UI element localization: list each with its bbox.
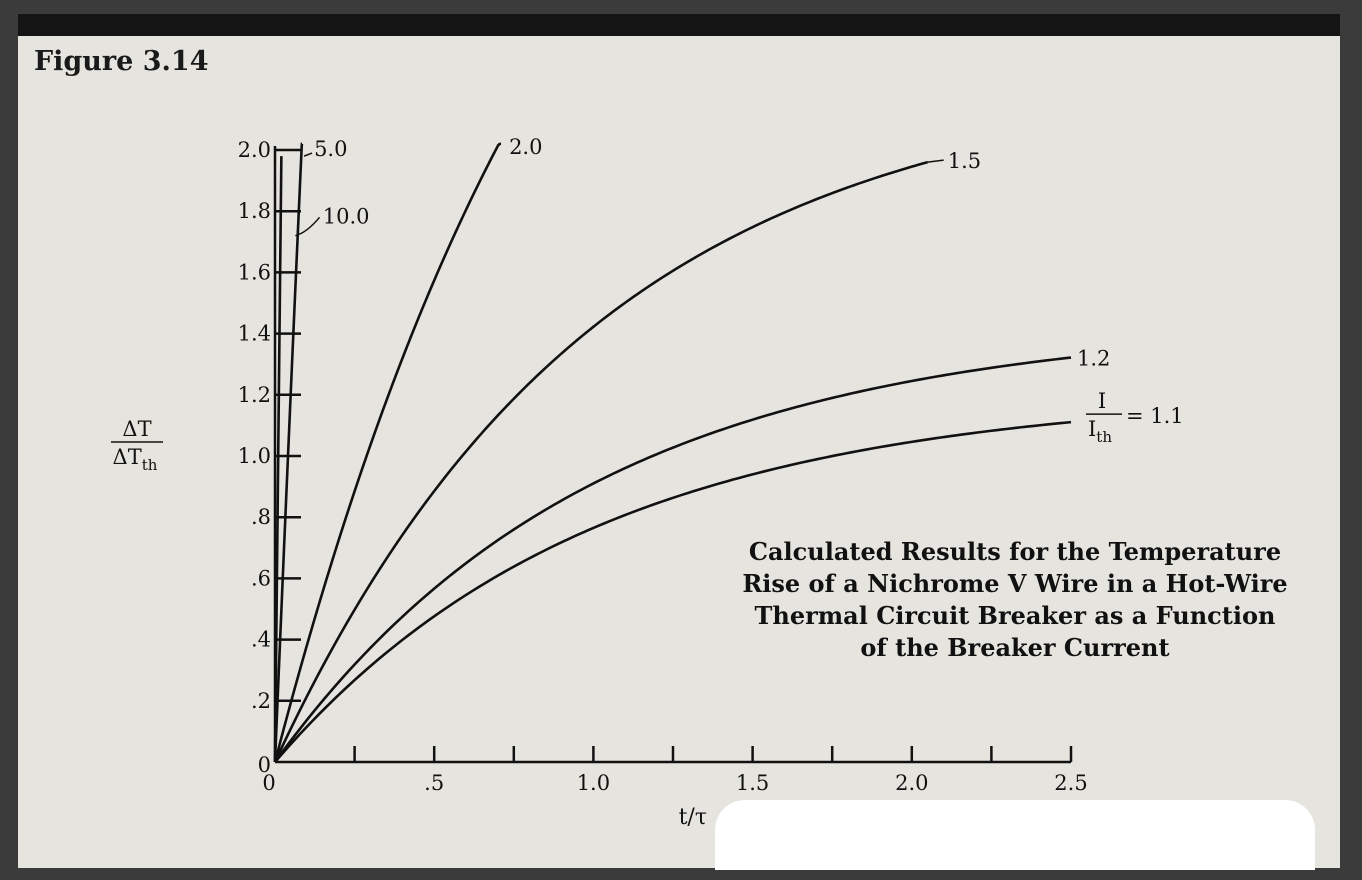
- leader-10-0: [295, 216, 321, 237]
- caption-line-4: of the Breaker Current: [860, 633, 1170, 662]
- x-tick-label-0: 0: [262, 771, 275, 795]
- caption-line-1: Calculated Results for the Temperature: [748, 537, 1282, 566]
- series-label-1-2: 1.2: [1077, 347, 1110, 371]
- series-line-10-0: [273, 156, 283, 763]
- series-line-5-0: [273, 142, 304, 763]
- series-line-2-0: [273, 142, 502, 763]
- y-tick-label-2: .4: [251, 628, 271, 652]
- x-tick-label-5: 2.5: [1054, 771, 1087, 795]
- series-layer: [273, 142, 1072, 763]
- series-label-5-0: 5.0: [314, 137, 347, 161]
- caption-line-2: Rise of a Nichrome V Wire in a Hot-Wire: [742, 569, 1288, 598]
- caption-line-3: Thermal Circuit Breaker as a Function: [754, 601, 1276, 630]
- legend-ratio-denominator: Ith: [1088, 417, 1112, 446]
- y-axis-label-denominator: ΔTth: [113, 445, 158, 474]
- y-tick-label-5: 1.0: [238, 444, 271, 468]
- x-tick-label-1: .5: [424, 771, 444, 795]
- y-tick-label-10: 2.0: [238, 138, 271, 162]
- x-tick-label-3: 1.5: [736, 771, 769, 795]
- y-tick-label-7: 1.4: [238, 322, 271, 346]
- leader-5-0: [303, 152, 313, 157]
- figure-label: Figure 3.14: [34, 46, 209, 77]
- y-tick-label-9: 1.8: [238, 199, 271, 223]
- series-label-1-5: 1.5: [948, 149, 981, 173]
- y-tick-label-4: .8: [251, 505, 271, 529]
- figure-panel: [18, 36, 1340, 868]
- series-label-10-0: 10.0: [323, 204, 370, 228]
- series-line-1-1: [274, 420, 1072, 763]
- whiteout-blot: [715, 800, 1315, 870]
- series-label-2-0: 2.0: [509, 135, 542, 159]
- axes-layer: [273, 146, 1073, 764]
- series-line-1-2: [273, 356, 1072, 763]
- y-tick-label-8: 1.6: [238, 260, 271, 284]
- x-axis-label: t/τ: [679, 805, 707, 830]
- series-line-1-5: [273, 160, 929, 763]
- leader-1-5: [927, 159, 944, 163]
- y-tick-label-6: 1.2: [238, 383, 271, 407]
- label-layer: 0 .5 1.0 1.5 2.0 2.5 0 .2 .4 .6 .8 1.0 1.2 1.4 1.6 1.8 2…: [111, 135, 1184, 830]
- y-axis-label-numerator: ΔT: [122, 417, 151, 441]
- top-border-bar: [18, 14, 1340, 36]
- y-tick-label-3: .6: [251, 566, 271, 590]
- series-label-1-1: = 1.1: [1126, 404, 1184, 428]
- legend-ratio-numerator: I: [1098, 389, 1106, 413]
- x-tick-label-2: 1.0: [577, 771, 610, 795]
- y-tick-label-0: 0: [258, 753, 271, 777]
- x-tick-label-4: 2.0: [895, 771, 928, 795]
- chart-caption: Calculated Results for the Temperature R…: [735, 536, 1295, 664]
- y-tick-label-1: .2: [251, 689, 271, 713]
